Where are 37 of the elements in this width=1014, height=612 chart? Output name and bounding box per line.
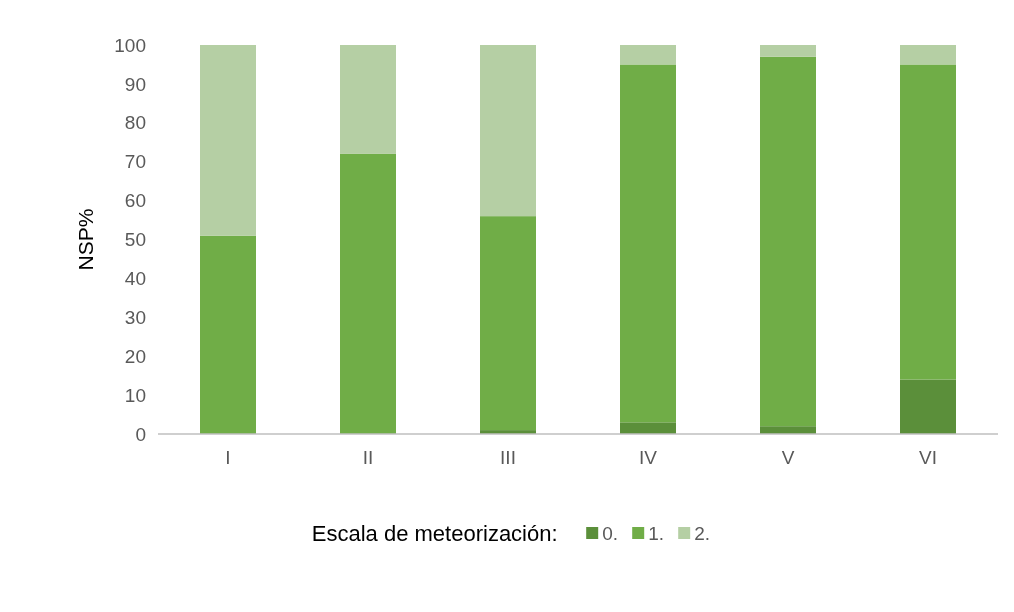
- bar: [900, 45, 956, 65]
- y-tick-label: 70: [124, 151, 146, 173]
- bar: [760, 56, 816, 427]
- y-tick-label: 90: [124, 73, 146, 95]
- bar: [760, 426, 816, 434]
- x-tick-label: I: [225, 447, 231, 468]
- x-tick-label: IV: [639, 447, 658, 468]
- bar: [620, 422, 676, 434]
- legend-label: 1.: [648, 522, 665, 544]
- y-tick-label: 30: [124, 306, 146, 328]
- legend-label: 2.: [694, 522, 711, 544]
- y-tick-label: 0: [135, 423, 146, 445]
- y-tick-label: 40: [124, 268, 146, 290]
- legend-title: Escala de meteorización:: [311, 520, 558, 546]
- bar: [200, 45, 256, 236]
- bar: [900, 379, 956, 434]
- y-tick-label: 20: [124, 345, 146, 367]
- bar: [620, 64, 676, 423]
- x-tick-label: V: [781, 447, 795, 468]
- y-axis-title: NSP%: [74, 208, 97, 271]
- y-tick-label: 80: [124, 112, 146, 134]
- bar: [480, 45, 536, 217]
- y-tick-label: 100: [114, 34, 146, 56]
- bar: [480, 216, 536, 431]
- x-tick-label: III: [500, 447, 516, 468]
- bar: [340, 153, 396, 434]
- y-tick-label: 10: [124, 384, 146, 406]
- bar: [900, 64, 956, 380]
- x-tick-label: VI: [919, 447, 937, 468]
- bar: [340, 45, 396, 154]
- bar: [760, 45, 816, 57]
- bar: [200, 235, 256, 434]
- y-tick-label: 60: [124, 190, 146, 212]
- x-tick-label: II: [362, 447, 374, 468]
- y-tick-label: 50: [124, 229, 146, 251]
- legend-label: 0.: [602, 522, 619, 544]
- bar: [620, 45, 676, 65]
